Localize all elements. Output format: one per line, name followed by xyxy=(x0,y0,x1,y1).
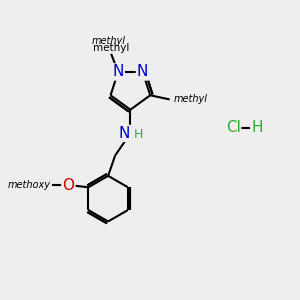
Text: N: N xyxy=(137,64,148,80)
Text: Cl: Cl xyxy=(226,120,241,135)
Text: O: O xyxy=(62,178,74,193)
Text: N: N xyxy=(112,64,124,80)
Text: N: N xyxy=(118,126,130,141)
Text: methoxy: methoxy xyxy=(7,180,50,190)
Text: H: H xyxy=(251,120,263,135)
Text: methyl: methyl xyxy=(93,43,129,53)
Text: methyl: methyl xyxy=(174,94,208,104)
Text: methyl: methyl xyxy=(92,36,125,46)
Text: H: H xyxy=(134,128,143,141)
